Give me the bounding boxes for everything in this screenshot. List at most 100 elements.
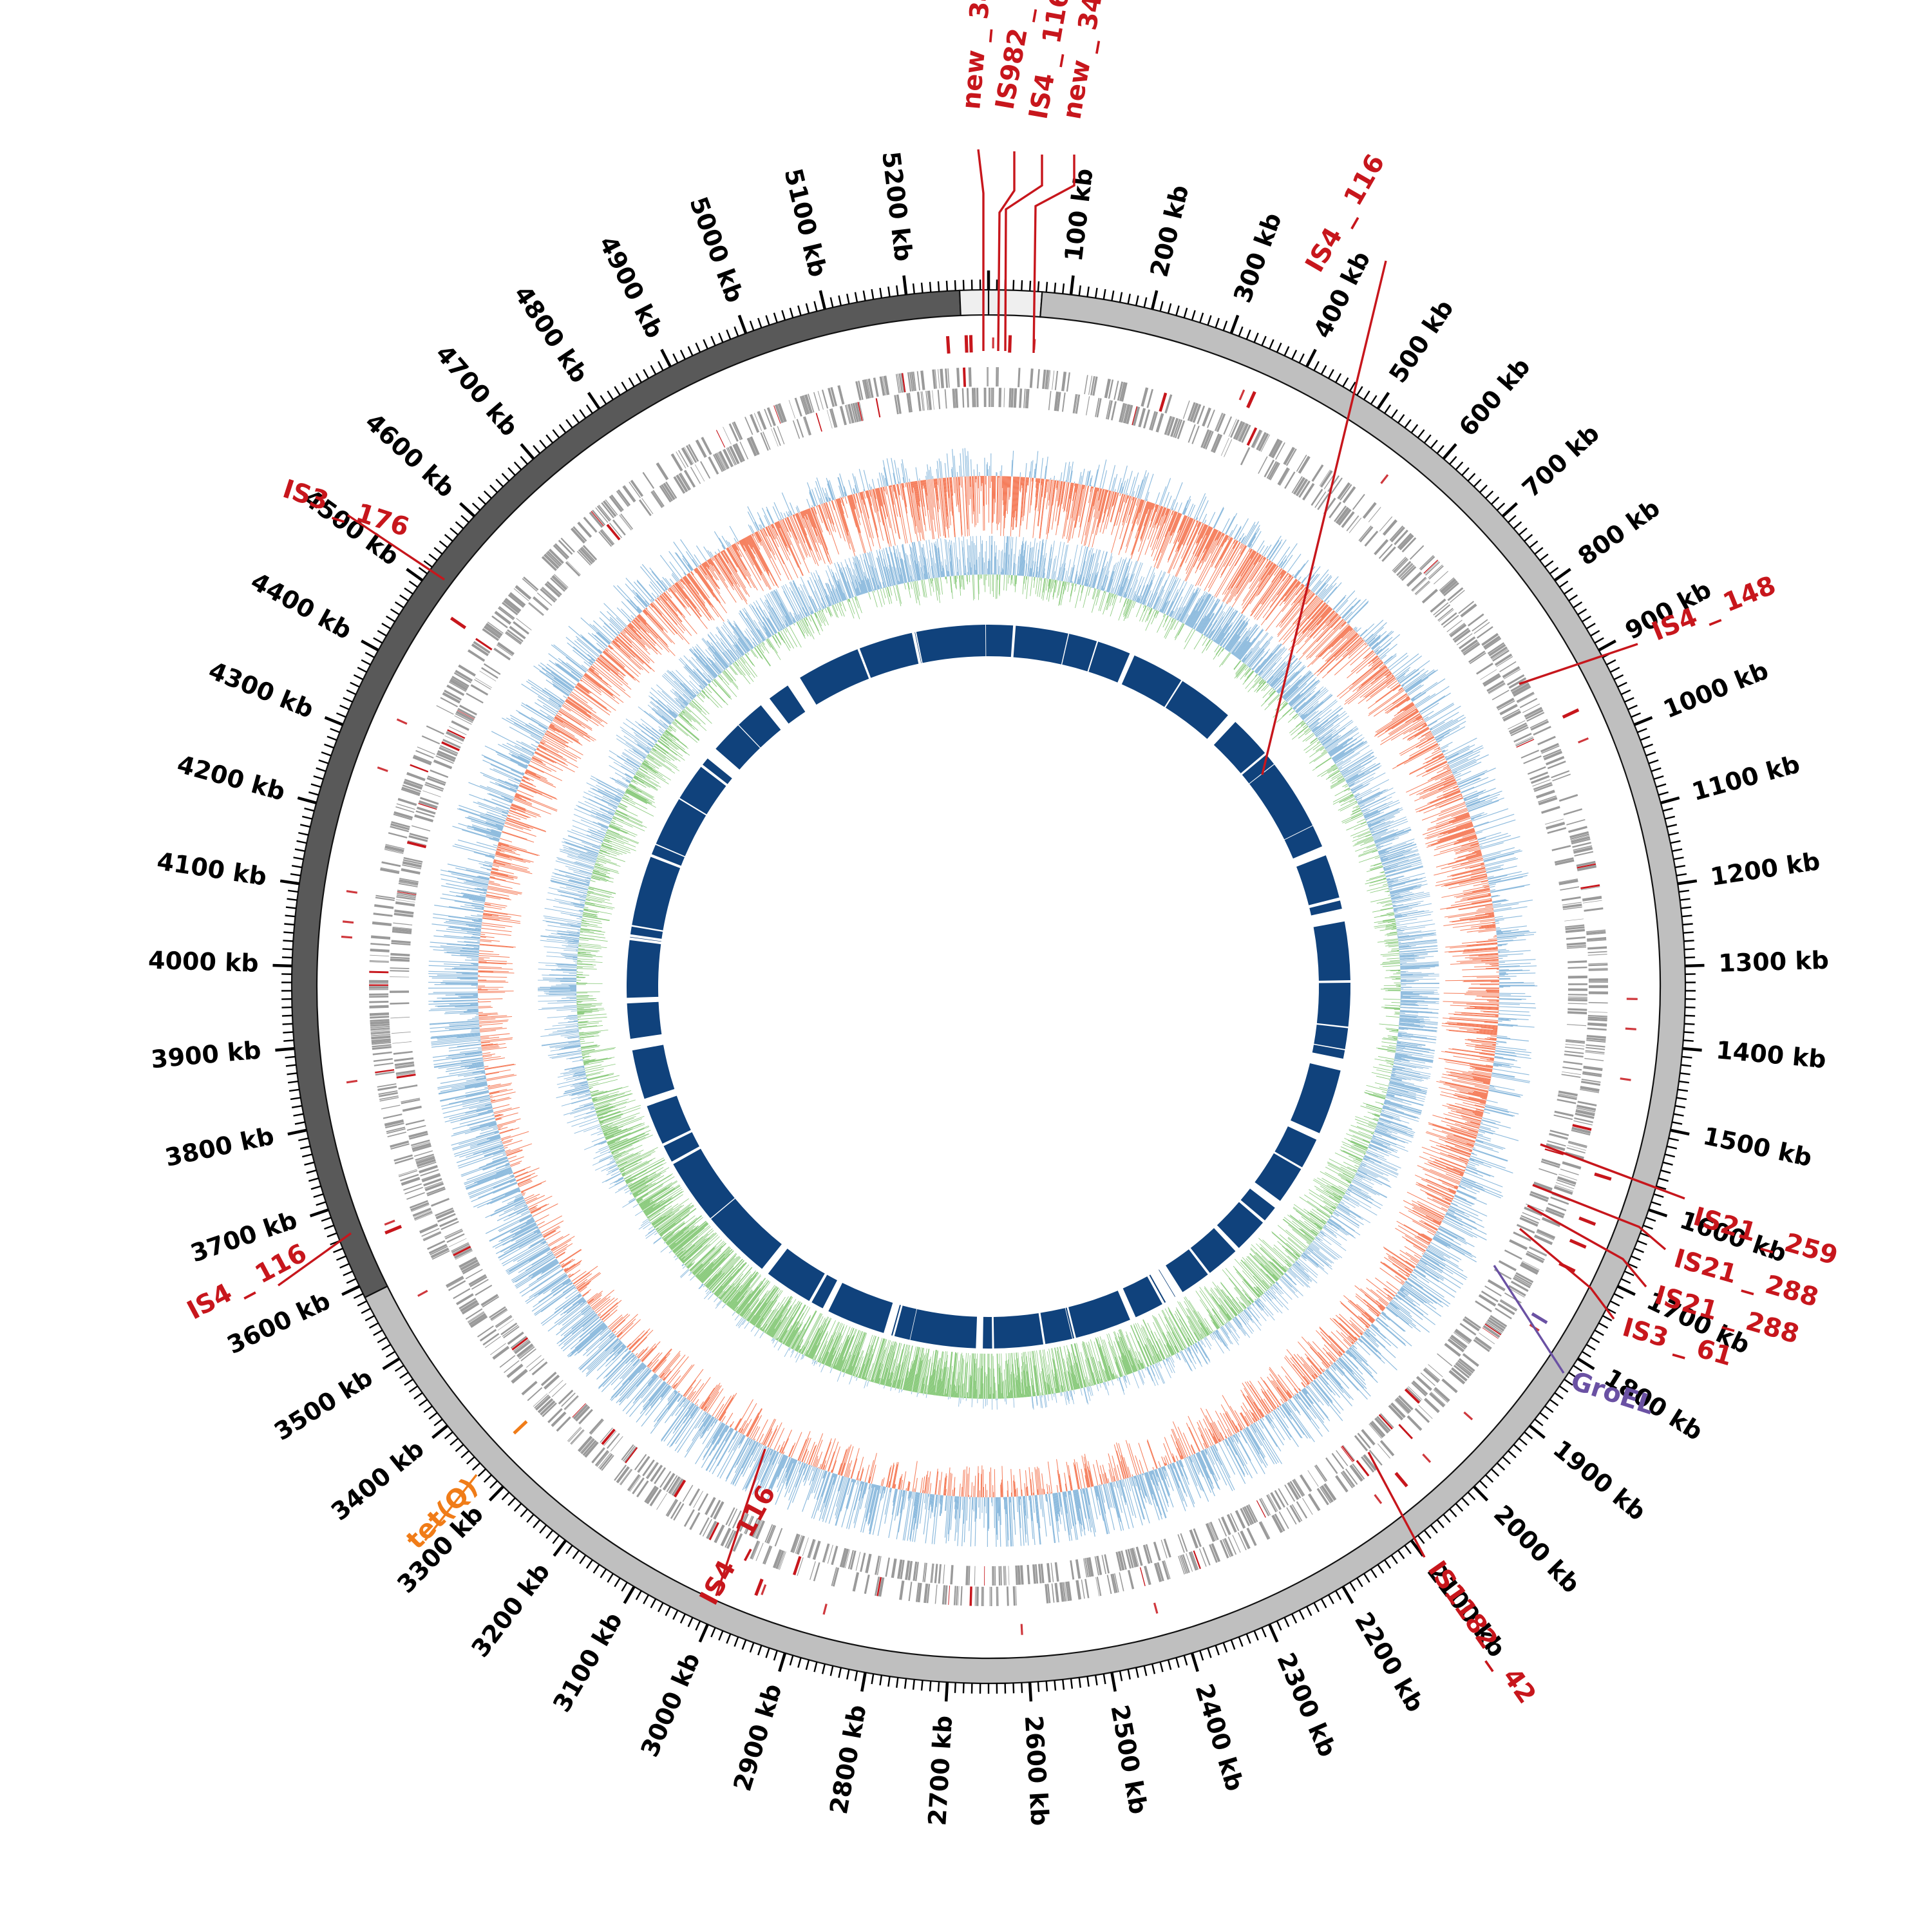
minor-tick bbox=[1668, 831, 1679, 836]
cds-feature bbox=[874, 1577, 880, 1596]
histogram-bar bbox=[1177, 502, 1182, 513]
axis-tick-label: 2500 kb bbox=[1105, 1703, 1153, 1817]
histogram-bar bbox=[1074, 481, 1075, 484]
cds-feature bbox=[1368, 1423, 1382, 1439]
minor-tick bbox=[1276, 342, 1282, 353]
cds-feature bbox=[396, 1072, 416, 1076]
cds-feature bbox=[502, 1325, 518, 1337]
axis-tick-label: 100 kb bbox=[1059, 167, 1099, 263]
cds-feature bbox=[1202, 407, 1211, 427]
histogram-bar bbox=[1095, 489, 1108, 535]
cds-feature bbox=[1484, 1323, 1502, 1336]
histogram-bar bbox=[1265, 579, 1297, 620]
histogram-bar bbox=[1422, 1253, 1424, 1255]
cds-feature bbox=[1549, 1133, 1568, 1140]
cds-feature bbox=[402, 864, 421, 869]
cds-feature bbox=[1586, 1035, 1606, 1039]
histogram-bar bbox=[1046, 480, 1056, 540]
histogram-bar bbox=[725, 1412, 734, 1425]
major-tick bbox=[431, 1425, 449, 1439]
minor-tick bbox=[1070, 1678, 1074, 1689]
cds-feature bbox=[864, 1575, 870, 1595]
histogram-bar bbox=[1148, 502, 1152, 509]
cds-feature bbox=[540, 1400, 556, 1416]
cds-feature bbox=[1480, 669, 1497, 680]
histogram-bar bbox=[1319, 1326, 1345, 1353]
cds-feature bbox=[1537, 795, 1557, 803]
cds-feature bbox=[619, 515, 632, 531]
cds-feature bbox=[401, 1099, 421, 1104]
cds-feature bbox=[1537, 735, 1556, 746]
cds-feature bbox=[846, 404, 852, 424]
cds-feature bbox=[398, 1084, 418, 1090]
histogram-bar bbox=[1220, 542, 1240, 576]
cds-feature bbox=[543, 553, 560, 569]
cds-feature bbox=[950, 1565, 954, 1585]
is-marker-tick[interactable] bbox=[384, 1225, 402, 1235]
cds-feature bbox=[693, 1490, 703, 1508]
is-marker-tick[interactable] bbox=[1594, 1172, 1612, 1181]
major-tick bbox=[1685, 963, 1705, 968]
minor-tick bbox=[394, 1365, 404, 1372]
is-marker-tick bbox=[1422, 1454, 1432, 1463]
cds-feature bbox=[1209, 1544, 1218, 1563]
is-marker-tick[interactable] bbox=[964, 335, 969, 353]
histogram-bar bbox=[1488, 875, 1528, 884]
cds-feature bbox=[422, 1231, 441, 1240]
minor-tick bbox=[308, 1177, 319, 1182]
minor-tick bbox=[871, 1673, 875, 1685]
is-marker-tick[interactable] bbox=[754, 1578, 764, 1596]
cds-feature bbox=[1167, 417, 1175, 436]
cds-feature bbox=[1286, 1507, 1297, 1525]
cds-feature bbox=[1447, 1338, 1465, 1352]
is-marker-tick[interactable] bbox=[1569, 1238, 1587, 1249]
minor-tick bbox=[1582, 1350, 1591, 1358]
histogram-bar bbox=[1238, 537, 1242, 542]
cds-feature bbox=[1059, 1582, 1065, 1602]
minor-tick bbox=[565, 419, 573, 428]
is-marker-tick[interactable] bbox=[513, 1420, 528, 1435]
cds-feature bbox=[927, 390, 933, 410]
cds-feature bbox=[650, 491, 663, 508]
is-marker-tick[interactable] bbox=[1531, 1312, 1548, 1324]
cds-feature bbox=[1141, 387, 1149, 407]
is-marker-tick[interactable] bbox=[1562, 708, 1580, 719]
is-marker-tick[interactable] bbox=[450, 616, 467, 630]
backbone-segment[interactable] bbox=[958, 289, 990, 317]
histogram-bar bbox=[1129, 497, 1135, 515]
cds-feature bbox=[547, 551, 562, 566]
histogram-bar bbox=[1249, 548, 1252, 553]
backbone-segment[interactable] bbox=[364, 291, 1687, 1685]
minor-tick bbox=[1191, 310, 1196, 321]
cds-feature bbox=[1230, 419, 1240, 438]
is-marker-tick[interactable] bbox=[1578, 1217, 1596, 1226]
cds-feature bbox=[1121, 1550, 1127, 1570]
minor-tick bbox=[734, 326, 739, 337]
major-tick bbox=[1633, 715, 1653, 726]
cds-feature bbox=[428, 1244, 448, 1255]
cds-feature bbox=[468, 1312, 486, 1326]
minor-tick bbox=[1658, 1177, 1669, 1182]
minor-tick bbox=[1306, 1606, 1312, 1616]
histogram-bar bbox=[1374, 650, 1379, 654]
cds-feature bbox=[392, 926, 412, 929]
cds-feature bbox=[883, 375, 890, 395]
cds-feature bbox=[695, 439, 707, 458]
histogram-bar bbox=[1186, 520, 1198, 545]
is-marker-tick[interactable] bbox=[945, 336, 951, 354]
cds-feature bbox=[1513, 1231, 1531, 1242]
minor-tick bbox=[607, 390, 614, 401]
cds-feature bbox=[668, 1476, 681, 1494]
cds-feature bbox=[1532, 779, 1551, 787]
minor-tick bbox=[1539, 1412, 1549, 1420]
cds-feature bbox=[1084, 375, 1088, 395]
cds-feature bbox=[966, 388, 969, 408]
is-marker-tick[interactable] bbox=[1394, 1472, 1408, 1488]
histogram-bar bbox=[1093, 488, 1098, 506]
cds-feature bbox=[567, 560, 581, 575]
cds-feature bbox=[1535, 790, 1555, 799]
minor-tick bbox=[1207, 1647, 1212, 1658]
is-marker-tick[interactable] bbox=[1246, 391, 1256, 408]
cds-feature bbox=[471, 1279, 489, 1290]
cds-feature bbox=[439, 747, 457, 757]
